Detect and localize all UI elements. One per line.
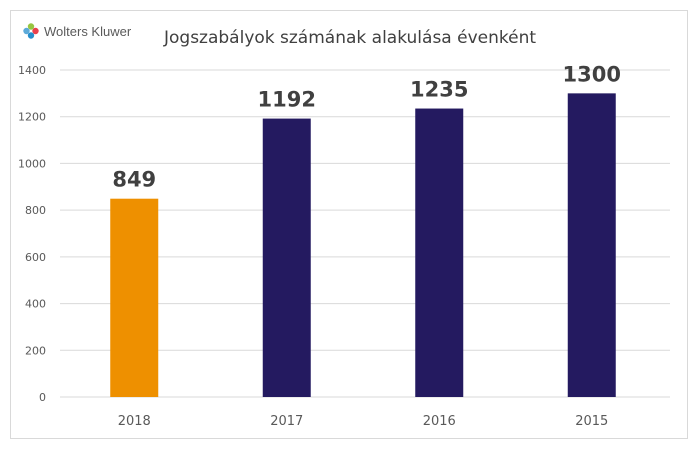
y-tick-label: 1400 xyxy=(18,64,46,77)
y-tick-label: 400 xyxy=(25,298,46,311)
brand-name: Wolters Kluwer xyxy=(44,23,132,39)
x-category-label: 2015 xyxy=(575,414,608,429)
brand-logo: Wolters Kluwer xyxy=(22,22,131,40)
chart-title: Jogszabályok számának alakulása évenként xyxy=(163,28,537,48)
bars xyxy=(110,93,616,398)
bar-2017 xyxy=(262,118,311,397)
x-category-label: 2018 xyxy=(118,414,151,429)
wolters-kluwer-logo-icon xyxy=(23,23,39,39)
y-tick-label: 800 xyxy=(25,204,46,217)
bar-2018 xyxy=(110,198,159,397)
data-label: 1235 xyxy=(410,78,468,102)
data-label: 1300 xyxy=(563,62,621,86)
data-label: 849 xyxy=(112,168,156,192)
y-tick-label: 600 xyxy=(25,251,46,264)
y-tick-label: 1200 xyxy=(18,111,46,124)
y-axis-ticks: 0 200 400 600 800 1000 1200 1400 xyxy=(18,64,46,404)
x-category-label: 2017 xyxy=(270,414,303,429)
y-tick-label: 0 xyxy=(39,391,46,404)
y-tick-label: 200 xyxy=(25,344,46,357)
data-labels: 849 1192 1235 1300 xyxy=(112,62,621,191)
x-axis-categories: 2018 2017 2016 2015 xyxy=(118,414,609,429)
bar-2016 xyxy=(415,108,464,398)
y-tick-label: 1000 xyxy=(18,157,46,170)
bar-2015 xyxy=(567,93,616,397)
x-category-label: 2016 xyxy=(423,414,456,429)
data-label: 1192 xyxy=(258,88,316,112)
